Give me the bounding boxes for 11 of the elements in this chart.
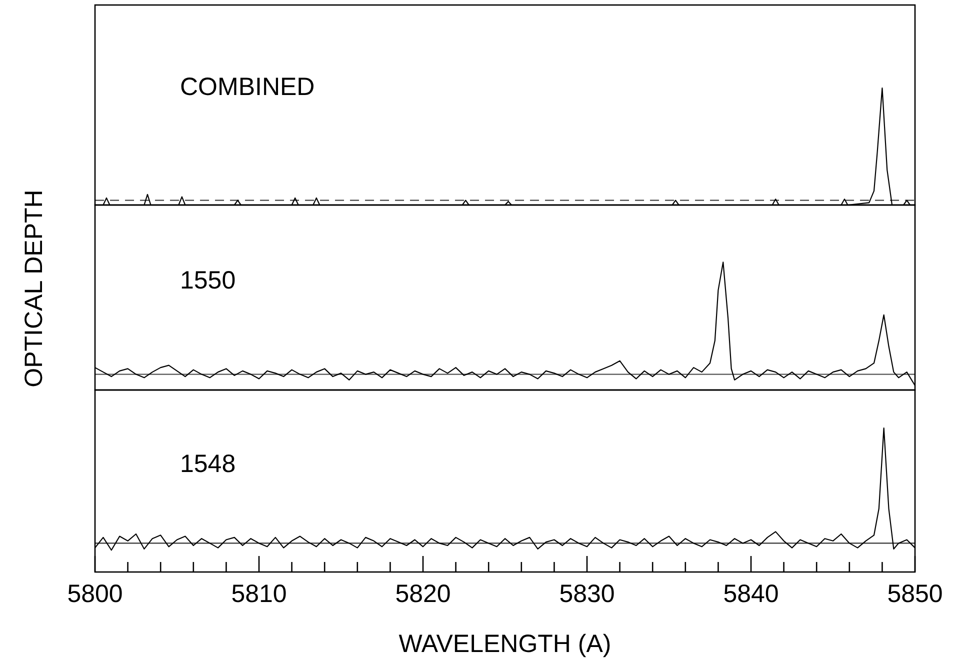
annotation: 1548 [180, 450, 236, 478]
annotation: 1550 [180, 266, 236, 294]
x-tick-label: 5810 [231, 580, 287, 608]
x-axis-title: WAVELENGTH (A) [398, 630, 612, 658]
x-tick-label: 5820 [395, 580, 451, 608]
y-axis-title: OPTICAL DEPTH [20, 190, 48, 388]
x-tick-label: 5830 [559, 580, 615, 608]
annotation: COMBINED [180, 73, 315, 101]
x-tick-label: 5850 [887, 580, 943, 608]
x-tick-label: 5800 [67, 580, 123, 608]
x-tick-label: 5840 [723, 580, 779, 608]
